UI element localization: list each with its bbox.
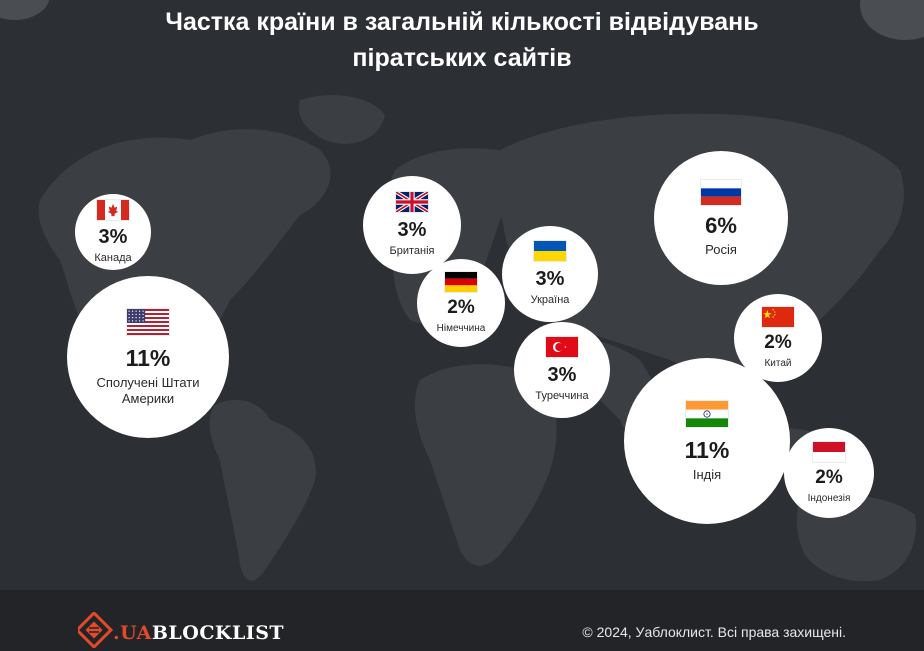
footer: [0, 590, 924, 651]
page-title-line-1: Частка країни в загальній кількості відв…: [165, 8, 759, 36]
data-label-country: Німеччина: [436, 322, 486, 334]
bubble-turkey: 3% Туреччина: [514, 322, 610, 418]
china-flag: [761, 306, 795, 329]
data-label-percent: 3%: [397, 219, 427, 242]
russia-flag: [700, 178, 742, 206]
data-label-percent: 2%: [447, 297, 475, 319]
bubble-indonesia: 2% Індонезія: [784, 428, 874, 518]
bubble-china: 2% Китай: [734, 294, 822, 382]
data-label-country: Сполучені Штати Америки: [96, 375, 200, 406]
data-label-percent: 3%: [98, 225, 128, 248]
page-title-line-2: піратських сайтів: [352, 44, 572, 72]
india-flag: [685, 399, 729, 428]
logo-main: BLOCKLIST: [151, 622, 285, 644]
germany-flag: [444, 271, 478, 294]
data-label-percent: 2%: [764, 332, 792, 354]
canada-flag: [96, 198, 130, 221]
data-label-country: Індонезія: [807, 492, 851, 504]
data-label-country: Туреччина: [535, 390, 589, 403]
data-label-country: Індія: [692, 466, 722, 482]
data-label-country: Україна: [530, 294, 570, 307]
bubble-usa: 11% Сполучені Штати Америки: [67, 276, 229, 438]
bubble-canada: 3% Канада: [75, 194, 151, 270]
uk-flag: [395, 191, 429, 214]
data-label-country: Росія: [705, 241, 737, 257]
data-label-percent: 11%: [684, 436, 730, 463]
turkey-flag: [545, 336, 579, 359]
data-label-percent: 3%: [535, 268, 565, 291]
data-label-percent: 2%: [815, 467, 843, 489]
usa-flag: [126, 307, 170, 336]
data-label-percent: 6%: [705, 212, 737, 238]
ukraine-flag: [533, 240, 567, 263]
data-label-country: Китай: [764, 357, 792, 369]
data-label-country: Британія: [389, 245, 435, 258]
data-label-percent: 11%: [125, 344, 171, 371]
bubble-india: 11% Індія: [624, 358, 790, 524]
data-label-percent: 3%: [547, 364, 577, 387]
logo-wordmark: .UABLOCKLIST: [113, 622, 284, 644]
bubble-ukraine: 3% Україна: [502, 226, 598, 322]
data-label-country: Канада: [94, 251, 132, 264]
bubble-uk: 3% Британія: [363, 176, 461, 274]
copyright-text: © 2024, Уаблоклист. Всі права захищені.: [582, 624, 846, 640]
indonesia-flag: [812, 441, 846, 464]
logo-icon: [78, 612, 114, 648]
bubble-germany: 2% Німеччина: [417, 259, 505, 347]
logo-prefix: .UA: [113, 622, 152, 644]
bubble-russia: 6% Росія: [654, 151, 788, 285]
